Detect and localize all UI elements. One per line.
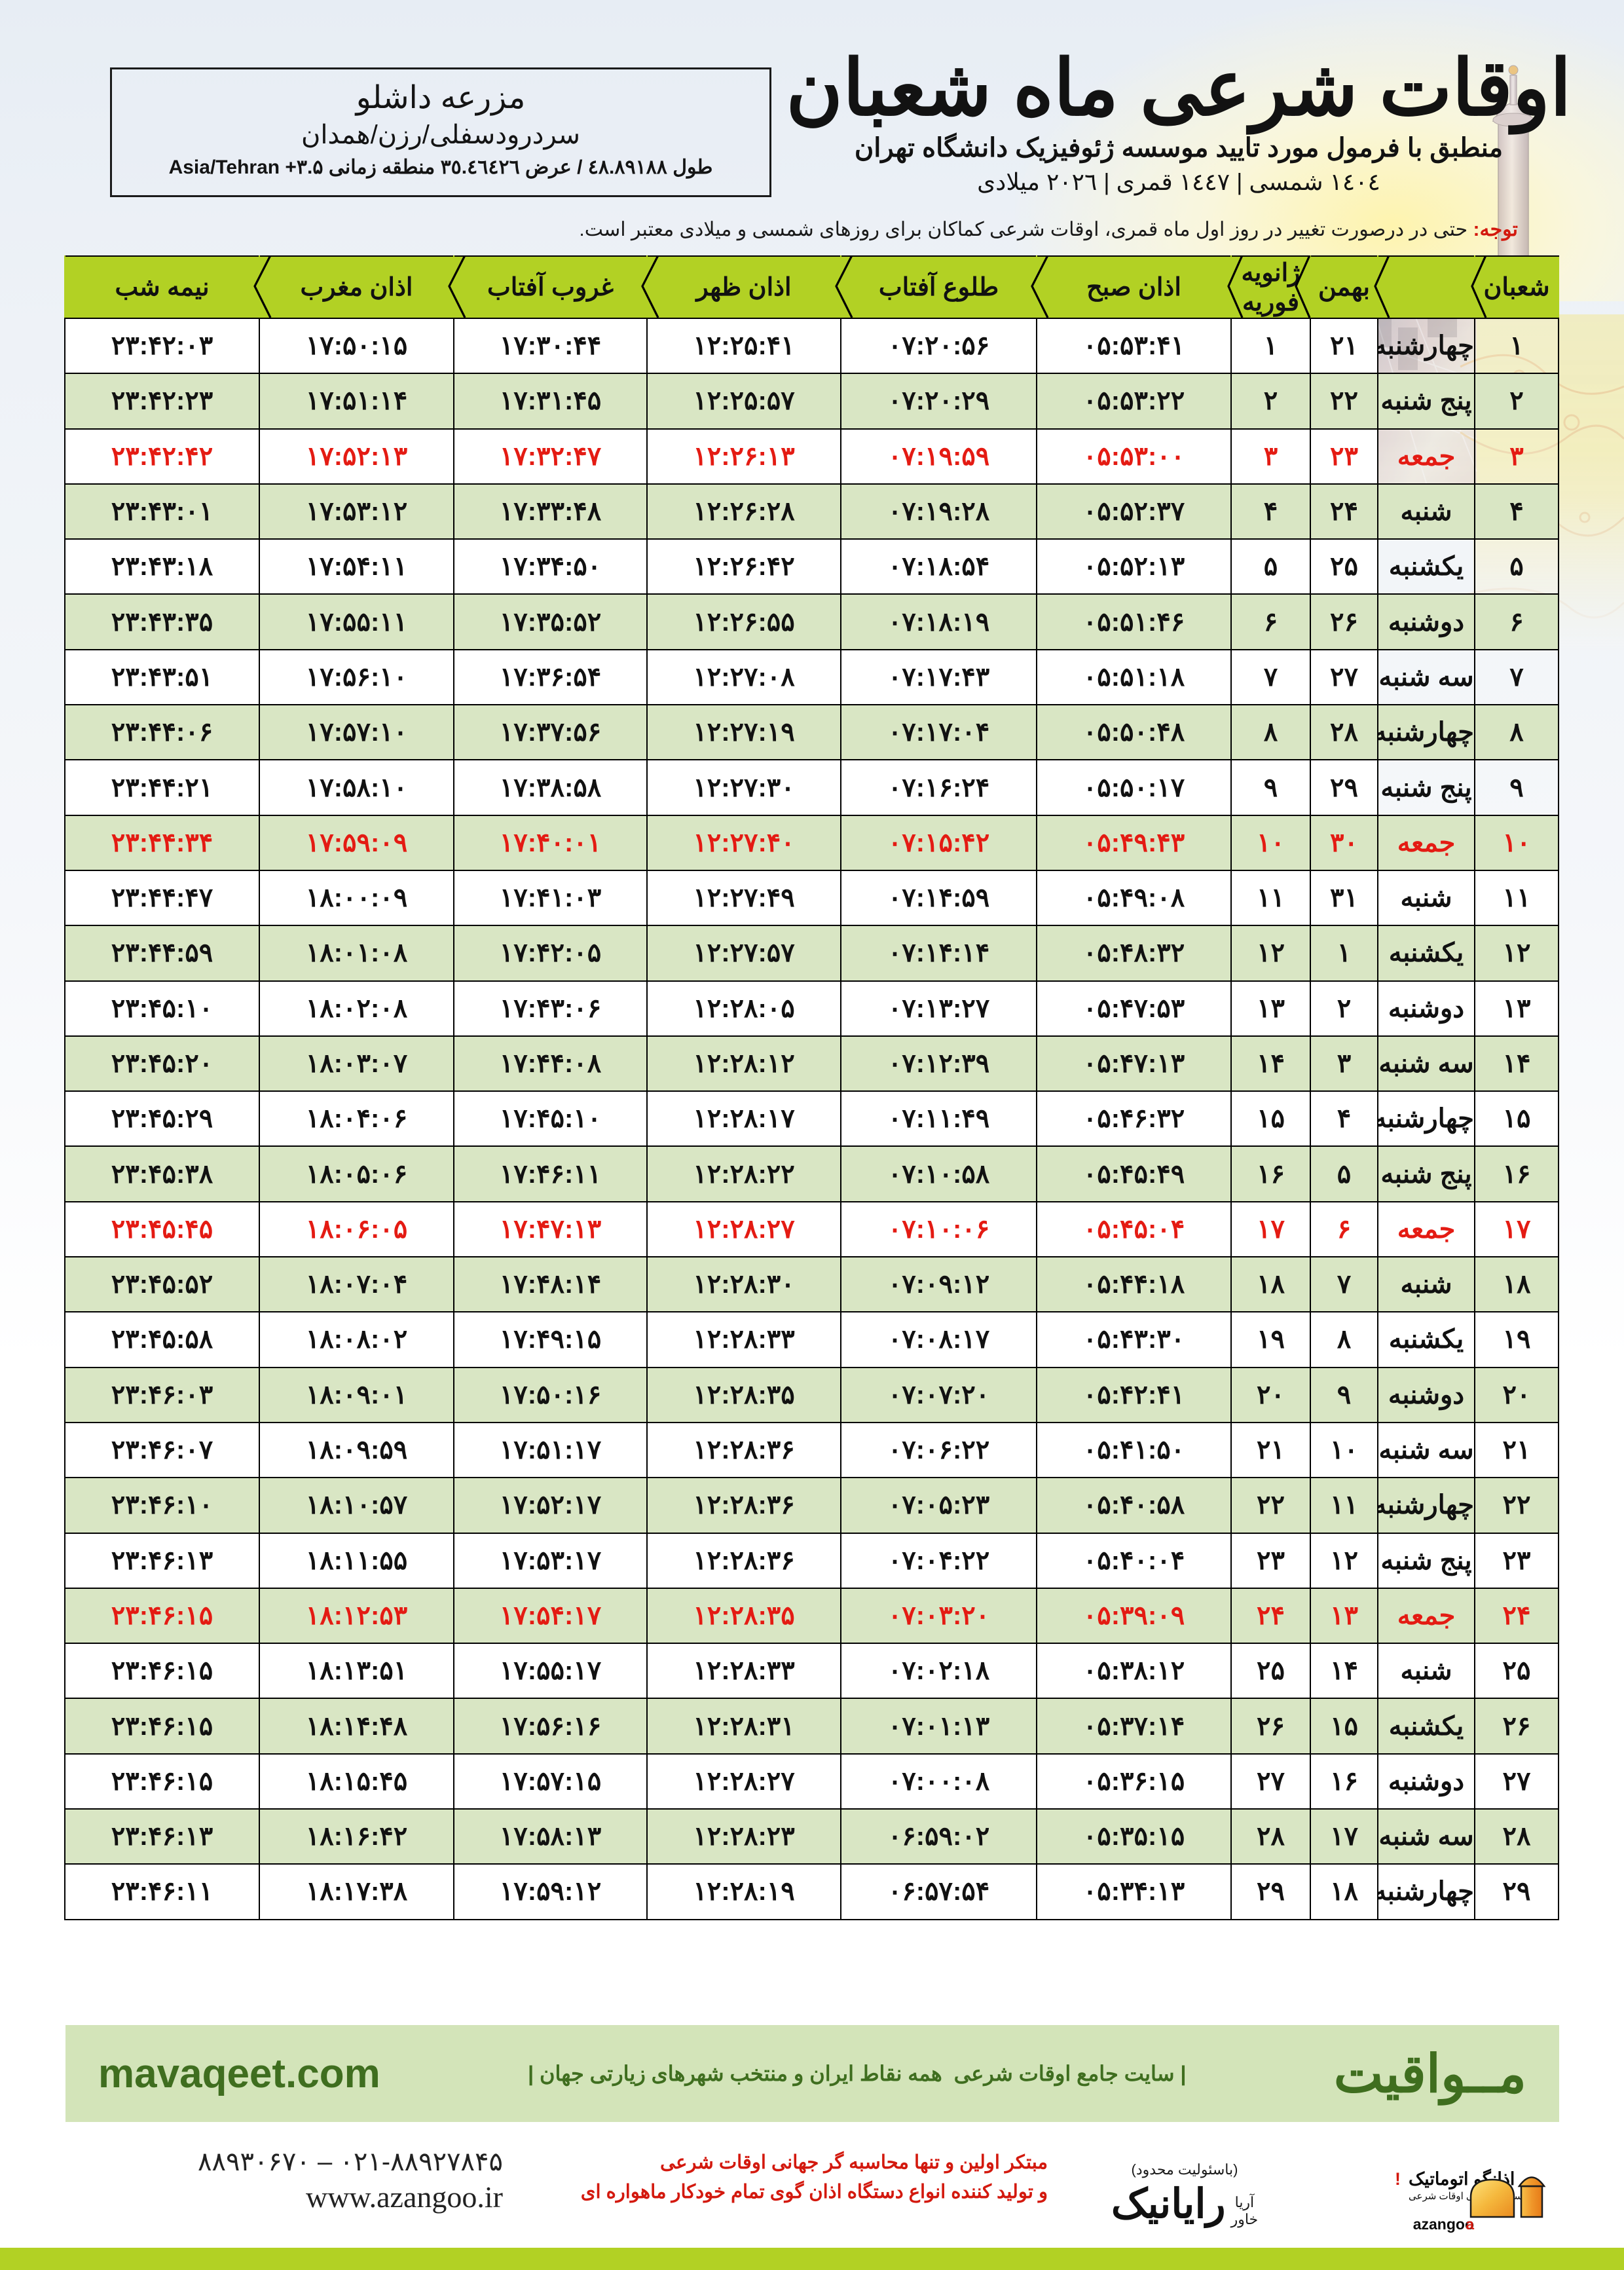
- svg-text:a: a: [1466, 2216, 1474, 2233]
- svg-text:!: !: [1395, 2169, 1401, 2189]
- svg-text:azangoo: azangoo: [1413, 2216, 1474, 2233]
